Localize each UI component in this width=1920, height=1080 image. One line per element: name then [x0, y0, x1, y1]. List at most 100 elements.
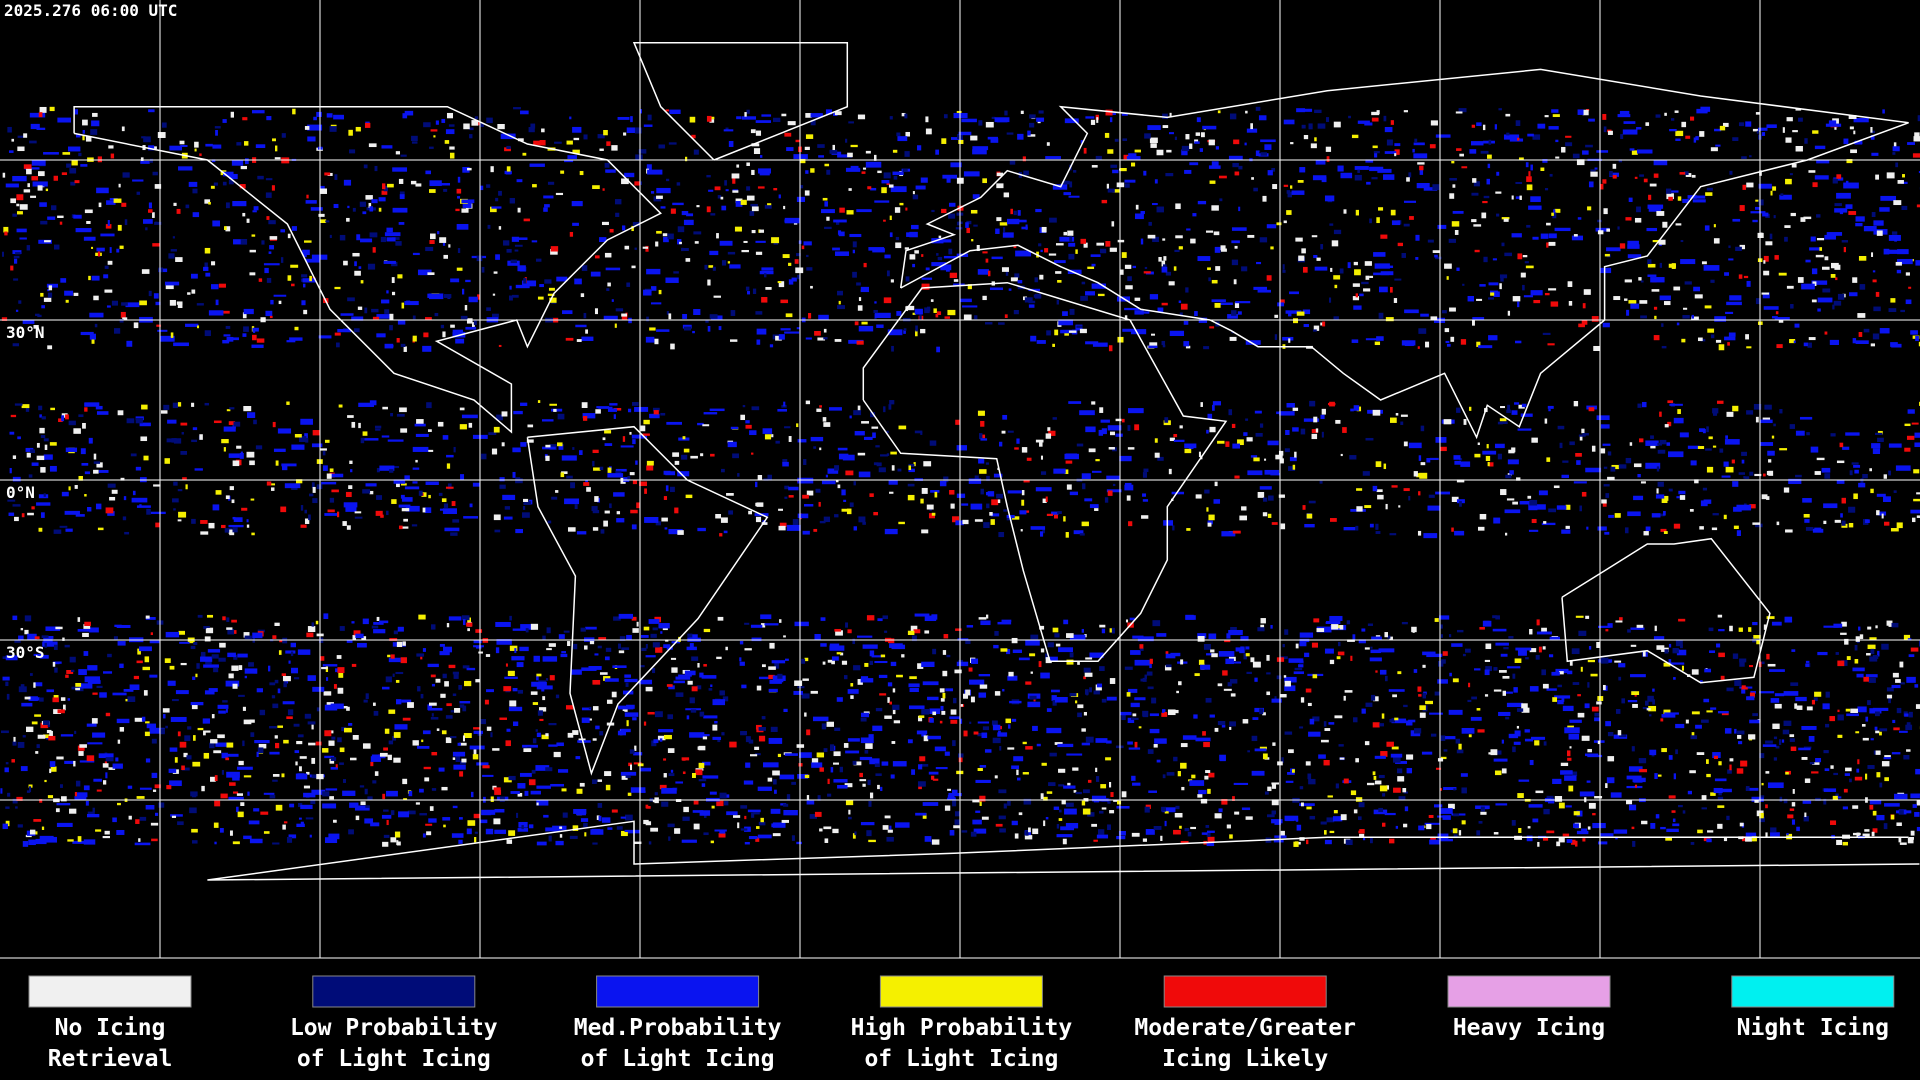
icing-pixel: [1073, 530, 1084, 535]
icing-pixel: [853, 481, 856, 486]
icing-pixel: [1805, 660, 1810, 663]
icing-pixel: [1313, 254, 1318, 259]
icing-pixel: [1406, 720, 1413, 726]
icing-pixel: [1244, 142, 1247, 146]
icing-pixel: [741, 684, 747, 689]
icing-pixel: [863, 436, 873, 440]
icing-pixel: [522, 744, 538, 748]
icing-pixel: [700, 453, 704, 457]
icing-pixel: [296, 740, 303, 745]
icing-pixel: [1354, 174, 1362, 181]
icing-pixel: [253, 206, 259, 211]
icing-pixel: [1636, 624, 1644, 628]
icing-pixel: [861, 321, 868, 325]
icing-pixel: [914, 308, 923, 315]
icing-pixel: [690, 455, 698, 459]
icing-pixel: [233, 421, 241, 427]
icing-pixel: [1766, 653, 1770, 660]
icing-pixel: [2, 172, 6, 178]
icing-pixel: [439, 508, 448, 511]
icing-pixel: [863, 711, 870, 714]
icing-pixel: [860, 717, 867, 722]
icing-pixel: [604, 162, 610, 168]
icing-pixel: [628, 762, 632, 767]
icing-pixel: [50, 407, 56, 411]
icing-pixel: [1604, 253, 1610, 257]
icing-pixel: [154, 221, 162, 225]
icing-pixel: [1525, 162, 1529, 168]
icing-pixel: [913, 629, 921, 634]
icing-pixel: [1733, 525, 1739, 530]
icing-pixel: [394, 724, 408, 730]
icing-pixel: [1718, 791, 1722, 796]
icing-pixel: [804, 657, 809, 662]
icing-pixel: [1320, 414, 1325, 420]
icing-pixel: [1888, 470, 1892, 476]
icing-pixel: [134, 717, 143, 722]
icing-pixel: [952, 800, 957, 807]
icing-pixel: [1115, 418, 1122, 422]
icing-pixel: [954, 669, 962, 674]
icing-pixel: [1717, 805, 1725, 808]
icing-pixel: [509, 645, 518, 651]
icing-pixel: [1395, 761, 1408, 764]
icing-pixel: [1017, 210, 1021, 216]
icing-pixel: [1508, 636, 1514, 639]
icing-pixel: [1386, 785, 1390, 790]
icing-pixel: [979, 433, 983, 440]
icing-pixel: [612, 665, 627, 669]
icing-pixel: [1303, 418, 1320, 422]
icing-pixel: [1718, 761, 1722, 766]
icing-pixel: [1207, 836, 1215, 843]
icing-pixel: [1446, 343, 1451, 347]
icing-pixel: [462, 166, 470, 173]
icing-pixel: [517, 792, 523, 797]
icing-pixel: [848, 339, 864, 344]
icing-pixel: [1749, 719, 1761, 724]
icing-pixel: [1143, 468, 1149, 473]
icing-pixel: [271, 487, 275, 491]
icing-pixel: [146, 723, 156, 729]
icing-pixel: [1032, 725, 1038, 731]
icing-pixel: [874, 312, 891, 318]
icing-pixel: [92, 732, 106, 738]
icing-pixel: [215, 129, 218, 136]
icing-pixel: [293, 723, 300, 727]
icing-pixel: [508, 775, 516, 781]
icing-pixel: [59, 784, 63, 788]
icing-pixel: [706, 206, 711, 213]
icing-pixel: [411, 141, 418, 144]
icing-pixel: [1443, 787, 1457, 790]
icing-pixel: [643, 626, 650, 631]
icing-pixel: [1448, 803, 1455, 809]
icing-pixel: [1448, 238, 1456, 243]
icing-pixel: [1234, 301, 1240, 308]
icing-pixel: [1581, 735, 1590, 741]
icing-pixel: [247, 412, 256, 418]
icing-pixel: [1672, 823, 1680, 827]
icing-pixel: [1209, 180, 1216, 184]
icing-pixel: [1749, 504, 1756, 509]
icing-pixel: [656, 187, 671, 194]
icing-pixel: [1518, 404, 1525, 409]
icing-pixel: [1497, 421, 1503, 425]
icing-pixel: [1789, 808, 1795, 811]
icing-pixel: [1382, 822, 1386, 827]
icing-pixel: [1634, 784, 1638, 788]
icing-pixel: [1108, 345, 1113, 352]
icing-pixel: [616, 511, 621, 515]
icing-pixel: [589, 640, 595, 645]
icing-pixel: [537, 296, 544, 300]
icing-pixel: [1836, 839, 1843, 846]
icing-pixel: [1085, 291, 1096, 296]
icing-pixel: [1313, 329, 1317, 332]
icing-pixel: [1593, 345, 1601, 352]
icing-pixel: [624, 829, 641, 834]
icing-pixel: [1701, 719, 1709, 723]
icing-pixel: [79, 760, 95, 763]
icing-pixel: [1041, 762, 1047, 766]
icing-pixel: [223, 226, 227, 231]
icing-pixel: [1147, 686, 1154, 690]
icing-pixel: [861, 676, 869, 679]
icing-pixel: [1285, 430, 1290, 436]
